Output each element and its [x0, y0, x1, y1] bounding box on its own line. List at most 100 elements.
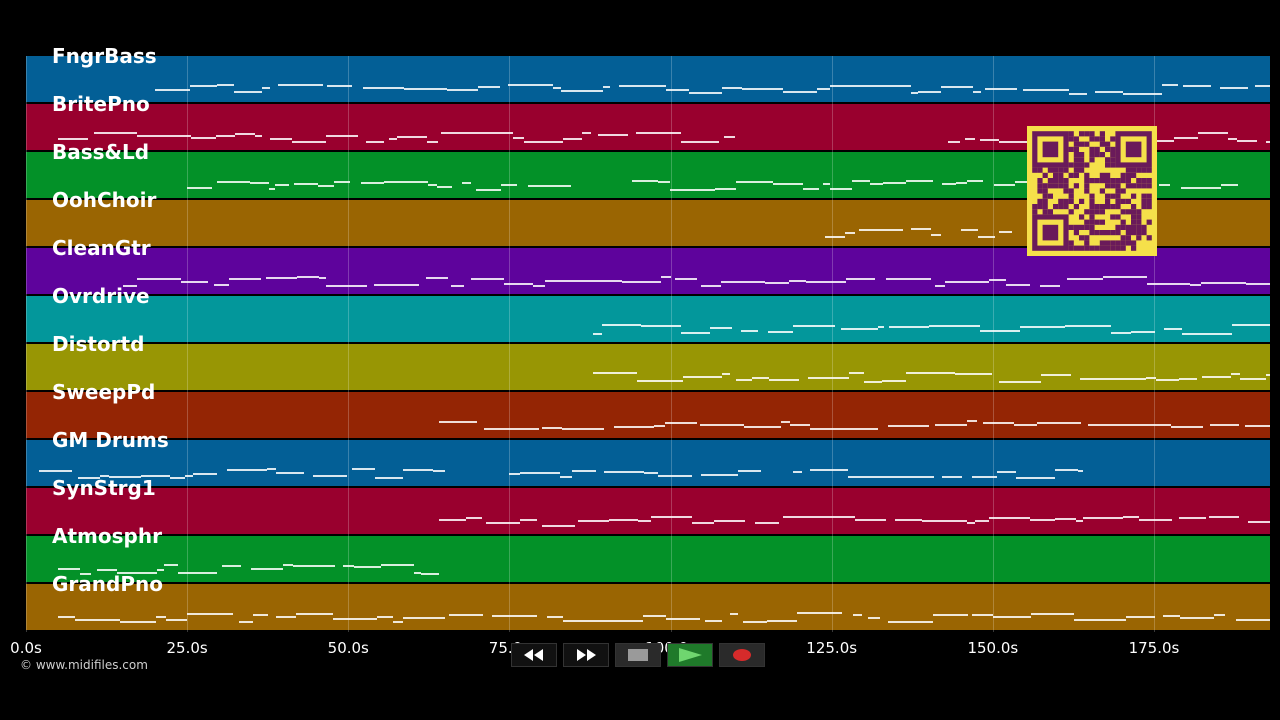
gridline	[831, 56, 833, 632]
note	[613, 426, 654, 428]
note	[622, 281, 662, 283]
note	[1095, 91, 1123, 93]
note	[701, 522, 715, 524]
time-tick-label: 50.0s	[327, 639, 369, 657]
note	[1082, 517, 1124, 519]
qr-code	[1027, 126, 1157, 256]
note	[334, 181, 351, 183]
note	[251, 91, 262, 93]
note	[58, 138, 89, 140]
rewind-button[interactable]	[511, 643, 557, 667]
note	[1201, 376, 1231, 378]
note	[38, 470, 72, 472]
note	[933, 614, 968, 616]
note	[1146, 377, 1157, 379]
note	[973, 91, 982, 93]
note	[788, 280, 806, 282]
note	[768, 379, 800, 381]
track-name: SynStrg1	[52, 476, 156, 500]
note	[941, 86, 974, 88]
note	[1236, 140, 1257, 142]
note	[141, 475, 171, 477]
note	[1123, 516, 1140, 518]
note	[1209, 516, 1239, 518]
track-name: Distortd	[52, 332, 145, 356]
note	[783, 91, 817, 93]
note	[100, 475, 110, 477]
note	[426, 277, 449, 279]
note	[77, 477, 101, 479]
note	[889, 326, 930, 328]
note	[721, 373, 731, 375]
note	[1225, 333, 1232, 335]
note	[911, 92, 918, 94]
note	[275, 616, 296, 618]
note	[187, 613, 233, 615]
note	[1236, 619, 1270, 621]
note	[1037, 422, 1081, 424]
note	[985, 88, 1018, 90]
note	[187, 187, 212, 189]
note	[542, 427, 563, 429]
note	[881, 380, 907, 382]
stop-icon	[628, 649, 648, 661]
note	[765, 282, 789, 284]
note	[999, 381, 1042, 383]
track-name: GrandPno	[52, 572, 163, 596]
note	[816, 88, 831, 90]
note	[598, 134, 628, 136]
note	[507, 84, 553, 86]
time-tick-label: 150.0s	[967, 639, 1019, 657]
note	[751, 377, 769, 379]
note	[906, 372, 918, 374]
note	[58, 616, 76, 618]
stop-button[interactable]	[615, 643, 661, 667]
fast-forward-button[interactable]	[563, 643, 609, 667]
note	[295, 613, 333, 615]
note	[966, 180, 984, 182]
note	[292, 141, 327, 143]
note	[963, 325, 980, 327]
note	[803, 188, 819, 190]
note	[700, 285, 722, 287]
note	[1088, 424, 1130, 426]
note	[373, 284, 420, 286]
fast-forward-icon	[577, 649, 596, 661]
note	[841, 328, 878, 330]
note	[514, 428, 539, 430]
note	[1182, 333, 1226, 335]
note	[542, 472, 560, 474]
note	[402, 469, 433, 471]
note	[1162, 84, 1179, 86]
note	[250, 182, 269, 184]
record-button[interactable]	[719, 643, 765, 667]
note	[164, 564, 179, 566]
note	[500, 184, 517, 186]
note	[267, 468, 276, 470]
note	[955, 373, 992, 375]
note	[438, 421, 477, 423]
note	[376, 616, 393, 618]
play-button[interactable]	[667, 643, 713, 667]
track-name: OohChoir	[52, 188, 157, 212]
track-name: GM Drums	[52, 428, 169, 452]
track-lane	[26, 392, 1270, 439]
note	[1103, 378, 1147, 380]
note	[650, 516, 693, 518]
note	[169, 135, 192, 137]
note	[1182, 85, 1211, 87]
note	[677, 422, 697, 424]
note	[601, 324, 641, 326]
note	[773, 183, 804, 185]
note	[392, 621, 403, 623]
note	[714, 520, 746, 522]
note	[1103, 276, 1147, 278]
note	[744, 426, 781, 428]
note	[268, 188, 275, 190]
note	[270, 138, 293, 140]
note	[492, 615, 538, 617]
transport-controls	[511, 643, 765, 669]
note	[577, 520, 609, 522]
note	[1255, 85, 1270, 87]
track-lane	[26, 584, 1270, 631]
